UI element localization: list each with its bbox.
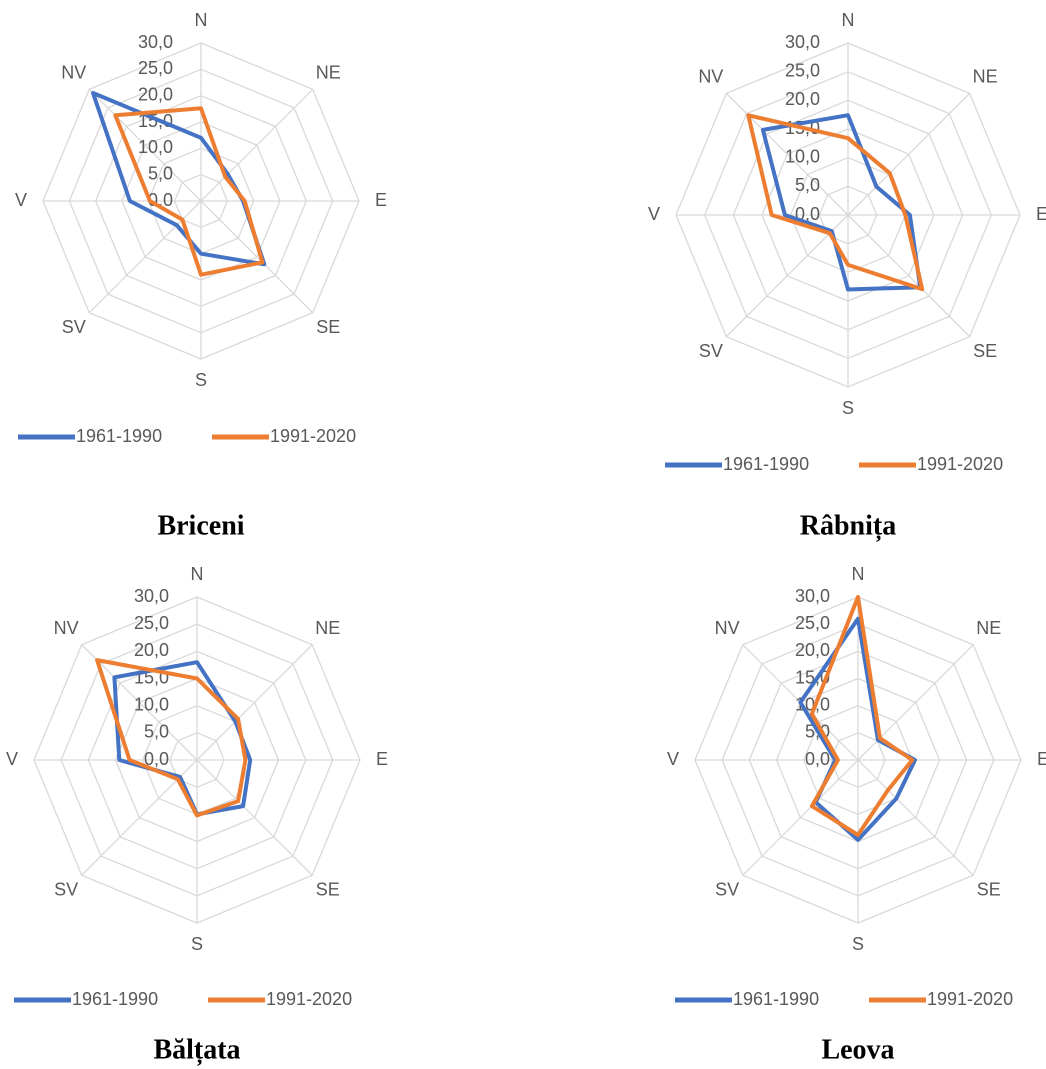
spoke: [725, 214, 849, 338]
r-tick-label: 10,0: [134, 694, 169, 714]
category-label: V: [15, 190, 27, 210]
category-label: NV: [61, 62, 86, 82]
r-tick-label: 30,0: [134, 586, 169, 606]
r-tick-label: 30,0: [785, 32, 820, 52]
category-label: NE: [976, 618, 1001, 638]
chart-title: Briceni: [157, 510, 244, 541]
spoke: [742, 759, 859, 876]
r-tick-label: 20,0: [138, 84, 173, 104]
r-tick-label: 25,0: [138, 58, 173, 78]
r-tick-label: 10,0: [138, 137, 173, 157]
spoke: [81, 644, 198, 761]
spoke: [196, 644, 313, 761]
category-label: N: [842, 10, 855, 30]
spoke: [847, 92, 971, 216]
category-label: NE: [316, 62, 341, 82]
r-tick-label: 30,0: [138, 32, 173, 52]
legend-label: 1991-2020: [270, 426, 356, 446]
category-label: SE: [316, 317, 340, 337]
category-label: N: [852, 564, 865, 584]
r-tick-label: 25,0: [785, 60, 820, 80]
r-tick-label: 20,0: [134, 640, 169, 660]
r-tick-label: 10,0: [785, 146, 820, 166]
category-label: E: [375, 190, 387, 210]
r-tick-label: 0,0: [805, 749, 830, 769]
r-tick-label: 20,0: [795, 640, 830, 660]
legend-label: 1961-1990: [72, 989, 158, 1009]
category-label: V: [6, 749, 18, 769]
category-label: V: [648, 204, 660, 224]
category-label: SE: [973, 341, 997, 361]
r-tick-label: 25,0: [134, 613, 169, 633]
r-tick-label: 5,0: [144, 722, 169, 742]
chart-title: Bălțata: [153, 1034, 240, 1065]
category-label: SV: [715, 880, 739, 900]
legend-label: 1991-2020: [927, 989, 1013, 1009]
spoke: [88, 88, 202, 202]
category-label: NV: [54, 618, 79, 638]
category-label: SV: [54, 880, 78, 900]
legend-label: 1961-1990: [723, 454, 809, 474]
category-label: E: [1037, 749, 1046, 769]
series-line: [91, 91, 267, 267]
r-tick-label: 20,0: [785, 89, 820, 109]
category-label: N: [191, 564, 204, 584]
legend-label: 1991-2020: [266, 989, 352, 1009]
category-label: SV: [62, 317, 86, 337]
spoke: [88, 200, 202, 314]
legend-label: 1961-1990: [733, 989, 819, 1009]
category-label: SE: [977, 880, 1001, 900]
category-label: SE: [316, 880, 340, 900]
category-label: V: [667, 749, 679, 769]
series-line: [95, 658, 248, 818]
category-label: S: [842, 398, 854, 418]
spoke: [847, 214, 971, 338]
chart-title: Râbnița: [800, 510, 896, 541]
category-label: SV: [699, 341, 723, 361]
category-label: N: [195, 10, 208, 30]
r-tick-label: 5,0: [795, 175, 820, 195]
spoke: [725, 92, 849, 216]
series-line: [760, 113, 923, 292]
r-tick-label: 30,0: [795, 586, 830, 606]
legend-label: 1991-2020: [917, 454, 1003, 474]
chart-title: Leova: [821, 1034, 894, 1065]
legend-label: 1961-1990: [76, 426, 162, 446]
spoke: [857, 759, 974, 876]
spoke: [196, 759, 313, 876]
series-line: [113, 106, 265, 277]
r-tick-label: 25,0: [795, 613, 830, 633]
category-label: NV: [698, 67, 723, 87]
category-label: S: [195, 370, 207, 390]
category-label: NE: [315, 618, 340, 638]
r-tick-label: 0,0: [144, 749, 169, 769]
category-label: S: [191, 934, 203, 954]
category-label: E: [1036, 204, 1046, 224]
series-line: [809, 595, 915, 837]
r-tick-label: 5,0: [148, 163, 173, 183]
spoke: [200, 200, 314, 314]
category-label: NE: [973, 67, 998, 87]
category-label: S: [852, 934, 864, 954]
spoke: [200, 88, 314, 202]
category-label: E: [376, 749, 388, 769]
series-line: [746, 113, 925, 292]
category-label: NV: [715, 618, 740, 638]
